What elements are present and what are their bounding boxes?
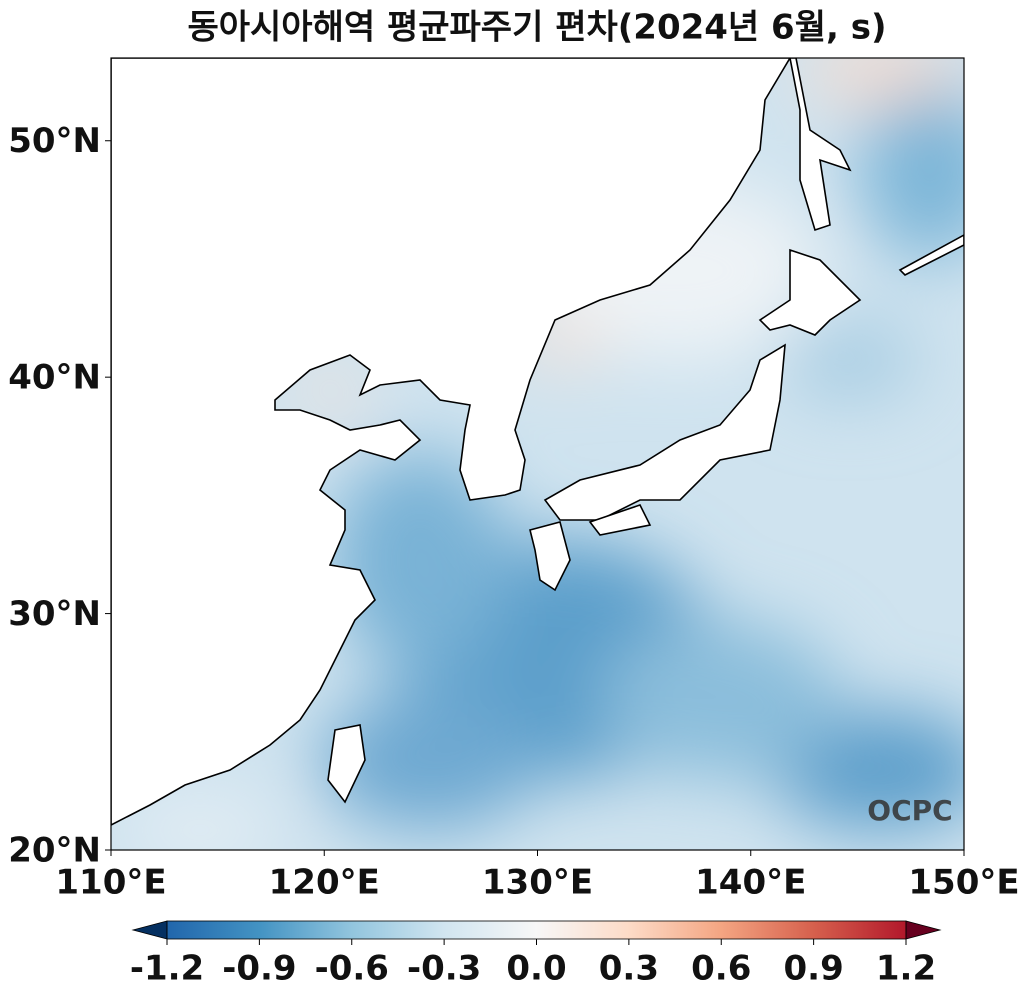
colorbar-extend-low bbox=[131, 920, 168, 940]
colorbar-tick-label: -1.2 bbox=[130, 949, 204, 989]
coastlines bbox=[111, 58, 964, 826]
watermark: OCPC bbox=[867, 794, 952, 827]
x-tick-label: 120°E bbox=[269, 863, 380, 903]
field-shading bbox=[120, 58, 964, 850]
colorbar-tick-label: 0.3 bbox=[599, 949, 659, 989]
y-tick-label: 30°N bbox=[8, 594, 101, 634]
y-tick-label: 50°N bbox=[8, 121, 101, 161]
x-tick-label: 110°E bbox=[55, 863, 166, 903]
chart-title: 동아시아해역 평균파주기 편차(2024년 6월, s) bbox=[187, 8, 886, 48]
y-tick-label: 20°N bbox=[8, 831, 101, 871]
x-tick-label: 150°E bbox=[908, 863, 1019, 903]
y-tick-label: 40°N bbox=[8, 358, 101, 398]
colorbar-tick-label: 0.9 bbox=[784, 949, 844, 989]
colorbar bbox=[167, 921, 906, 939]
x-tick-label: 140°E bbox=[695, 863, 806, 903]
colorbar-tick-label: 1.2 bbox=[876, 949, 936, 989]
colorbar-tick-label: -0.9 bbox=[222, 949, 296, 989]
x-tick-label: 130°E bbox=[482, 863, 593, 903]
field bbox=[111, 58, 964, 850]
colorbar-tick-label: 0.6 bbox=[691, 949, 751, 989]
colorbar-tick-label: -0.3 bbox=[407, 949, 481, 989]
colorbar-tick-label: 0.0 bbox=[506, 949, 566, 989]
colorbar-extend-high bbox=[905, 920, 942, 940]
colorbar-tick-label: -0.6 bbox=[315, 949, 389, 989]
